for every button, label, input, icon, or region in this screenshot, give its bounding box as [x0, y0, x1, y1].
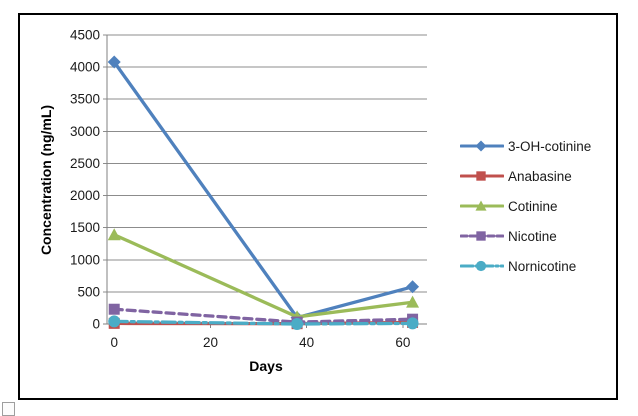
svg-text:0: 0 [92, 317, 100, 332]
chart-frame: 0 500 1000 1500 2000 2500 3000 3500 4000 4500 0 20 4… [18, 13, 618, 400]
legend-item-anabasine: Anabasine [460, 166, 591, 186]
svg-text:60: 60 [395, 335, 410, 350]
legend-label: Nornicotine [508, 258, 577, 274]
x-axis-title: Days [249, 358, 283, 374]
svg-text:4500: 4500 [70, 28, 100, 43]
legend: 3-OH-cotinine Anabasine Cotinine Nicotin… [460, 136, 591, 276]
svg-text:3500: 3500 [70, 92, 100, 107]
partial-ui-artifact [2, 402, 15, 416]
legend-marker-circle-icon [460, 260, 504, 272]
svg-text:500: 500 [77, 284, 100, 299]
line-chart-plot: 0 500 1000 1500 2000 2500 3000 3500 4000 4500 0 20 4… [70, 28, 427, 350]
svg-text:1000: 1000 [70, 252, 100, 267]
legend-label: Nicotine [508, 228, 557, 244]
svg-text:40: 40 [299, 335, 314, 350]
legend-marker-diamond-icon [460, 140, 504, 152]
svg-text:1500: 1500 [70, 220, 100, 235]
svg-text:2000: 2000 [70, 188, 100, 203]
svg-text:4000: 4000 [70, 60, 100, 75]
legend-marker-triangle-icon [460, 200, 504, 211]
svg-text:2500: 2500 [70, 156, 100, 171]
svg-text:3000: 3000 [70, 124, 100, 139]
svg-text:0: 0 [110, 335, 118, 350]
legend-item-3-oh-cotinine: 3-OH-cotinine [460, 136, 591, 156]
legend-label: Cotinine [508, 198, 558, 214]
legend-label: Anabasine [508, 168, 572, 184]
legend-marker-square-icon [460, 171, 504, 181]
legend-item-cotinine: Cotinine [460, 196, 591, 216]
y-axis-title: Concentration (ng/mL) [38, 104, 54, 256]
legend-item-nornicotine: Nornicotine [460, 256, 591, 276]
legend-item-nicotine: Nicotine [460, 226, 591, 246]
legend-marker-dashed-square-icon [460, 231, 504, 241]
svg-text:20: 20 [203, 335, 218, 350]
legend-label: 3-OH-cotinine [508, 138, 592, 154]
